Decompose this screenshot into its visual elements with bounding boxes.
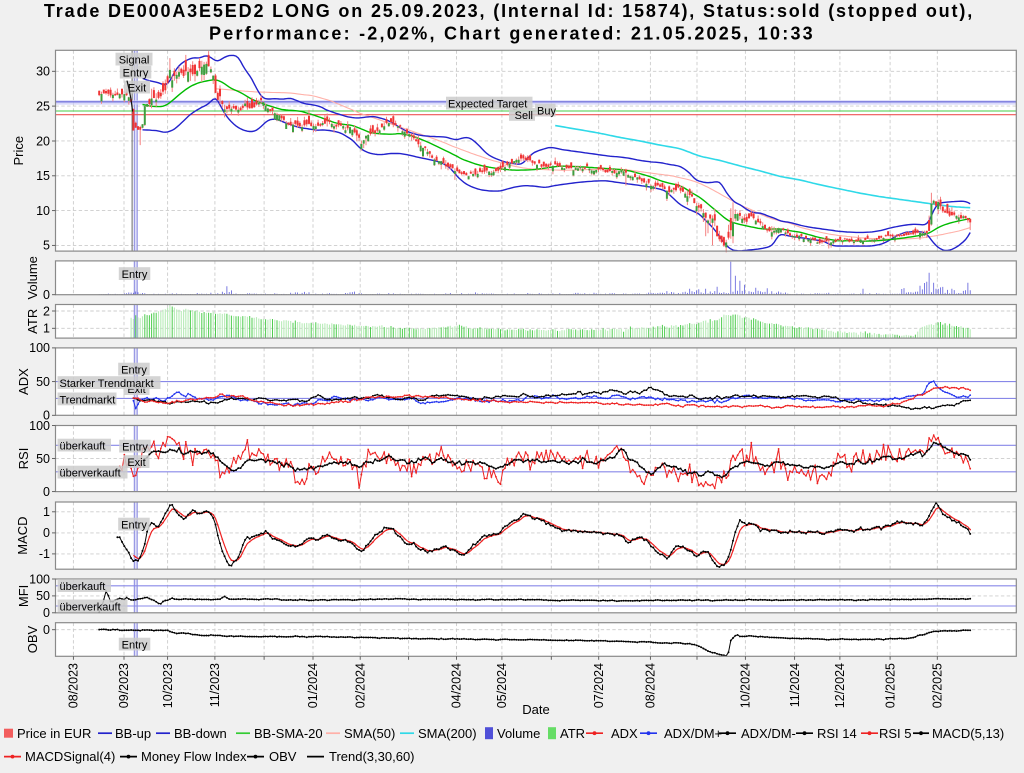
svg-text:Date: Date (522, 702, 549, 717)
svg-text:überkauft: überkauft (60, 581, 106, 593)
svg-text:50: 50 (36, 452, 50, 466)
svg-text:04/2024: 04/2024 (450, 663, 464, 708)
svg-text:20: 20 (36, 134, 50, 148)
svg-text:Exit: Exit (128, 83, 146, 95)
svg-text:ADX/DM+: ADX/DM+ (664, 726, 722, 741)
svg-text:BB-down: BB-down (174, 726, 227, 741)
svg-text:0: 0 (43, 623, 50, 637)
svg-text:Expected Target: Expected Target (448, 99, 527, 111)
svg-text:RSI 14: RSI 14 (817, 726, 857, 741)
svg-text:11/2023: 11/2023 (208, 663, 222, 707)
svg-text:2: 2 (43, 304, 50, 318)
svg-text:Money Flow Index: Money Flow Index (141, 749, 247, 764)
svg-text:überverkauft: überverkauft (60, 601, 121, 613)
svg-text:Signal: Signal (119, 55, 150, 67)
svg-text:08/2023: 08/2023 (67, 663, 81, 708)
svg-text:Volume: Volume (25, 256, 40, 299)
svg-text:Entry: Entry (122, 269, 148, 281)
svg-text:Price in EUR: Price in EUR (17, 726, 91, 741)
svg-text:100: 100 (29, 341, 50, 355)
svg-text:Price: Price (11, 136, 26, 166)
svg-text:50: 50 (36, 589, 50, 603)
svg-text:BB-up: BB-up (115, 726, 151, 741)
svg-text:SMA(50): SMA(50) (344, 726, 395, 741)
svg-text:1: 1 (43, 322, 50, 336)
svg-text:01/2024: 01/2024 (306, 663, 320, 708)
svg-text:Trade DE000A3E5ED2 LONG on 25.: Trade DE000A3E5ED2 LONG on 25.09.2023, (… (44, 1, 974, 21)
svg-text:OBV: OBV (269, 749, 297, 764)
svg-text:Entry: Entry (123, 68, 149, 80)
svg-text:Volume: Volume (497, 726, 540, 741)
svg-text:überkauft: überkauft (60, 441, 106, 453)
svg-text:BB-SMA-20: BB-SMA-20 (254, 726, 323, 741)
svg-text:02/2025: 02/2025 (931, 663, 945, 708)
svg-text:15: 15 (36, 169, 50, 183)
svg-text:Trend(3,30,60): Trend(3,30,60) (329, 749, 415, 764)
svg-text:Entry: Entry (121, 520, 147, 532)
svg-text:0: 0 (43, 526, 50, 540)
svg-text:25: 25 (36, 99, 50, 113)
svg-text:überverkauft: überverkauft (60, 468, 121, 480)
svg-text:ADX/DM-: ADX/DM- (741, 726, 796, 741)
svg-text:10/2023: 10/2023 (161, 663, 175, 708)
svg-text:100: 100 (29, 572, 50, 586)
svg-text:08/2024: 08/2024 (644, 663, 658, 708)
svg-text:10/2024: 10/2024 (739, 663, 753, 708)
svg-text:MACD(5,13): MACD(5,13) (932, 726, 1004, 741)
svg-text:0: 0 (43, 288, 50, 302)
svg-text:Entry: Entry (121, 365, 147, 377)
svg-text:05/2024: 05/2024 (495, 663, 509, 708)
svg-text:OBV: OBV (25, 625, 40, 653)
svg-text:ATR: ATR (560, 726, 585, 741)
svg-text:09/2023: 09/2023 (117, 663, 131, 708)
svg-text:ADX: ADX (611, 726, 638, 741)
svg-text:Entry: Entry (122, 442, 148, 454)
svg-text:100: 100 (29, 419, 50, 433)
svg-text:Trendmarkt: Trendmarkt (60, 394, 116, 406)
svg-text:MACD: MACD (15, 516, 30, 554)
svg-text:RSI: RSI (16, 448, 31, 470)
svg-text:Entry: Entry (122, 640, 148, 652)
svg-text:0: 0 (43, 409, 50, 423)
svg-text:10: 10 (36, 204, 50, 218)
svg-text:30: 30 (36, 65, 50, 79)
svg-text:12/2024: 12/2024 (833, 663, 847, 708)
svg-text:-1: -1 (39, 547, 50, 561)
svg-text:Sell: Sell (515, 110, 533, 122)
svg-text:MFI: MFI (16, 585, 31, 607)
svg-text:Performance: -2,02%, Chart gen: Performance: -2,02%, Chart generated: 21… (209, 23, 815, 43)
svg-text:RSI 5: RSI 5 (879, 726, 912, 741)
svg-text:0: 0 (43, 485, 50, 499)
svg-text:50: 50 (36, 375, 50, 389)
svg-text:ADX: ADX (16, 368, 31, 395)
svg-text:SMA(200): SMA(200) (418, 726, 477, 741)
svg-text:11/2024: 11/2024 (788, 663, 802, 707)
svg-text:1: 1 (43, 505, 50, 519)
svg-text:Exit: Exit (127, 457, 145, 469)
svg-text:ATR: ATR (25, 309, 40, 334)
svg-text:07/2024: 07/2024 (592, 663, 606, 708)
svg-text:0: 0 (43, 606, 50, 620)
svg-text:5: 5 (43, 239, 50, 253)
svg-text:Starker Trendmarkt: Starker Trendmarkt (60, 378, 154, 390)
svg-text:Buy: Buy (537, 106, 556, 118)
svg-text:01/2025: 01/2025 (883, 663, 897, 708)
svg-text:MACDSignal(4): MACDSignal(4) (25, 749, 115, 764)
svg-text:02/2024: 02/2024 (353, 663, 367, 708)
